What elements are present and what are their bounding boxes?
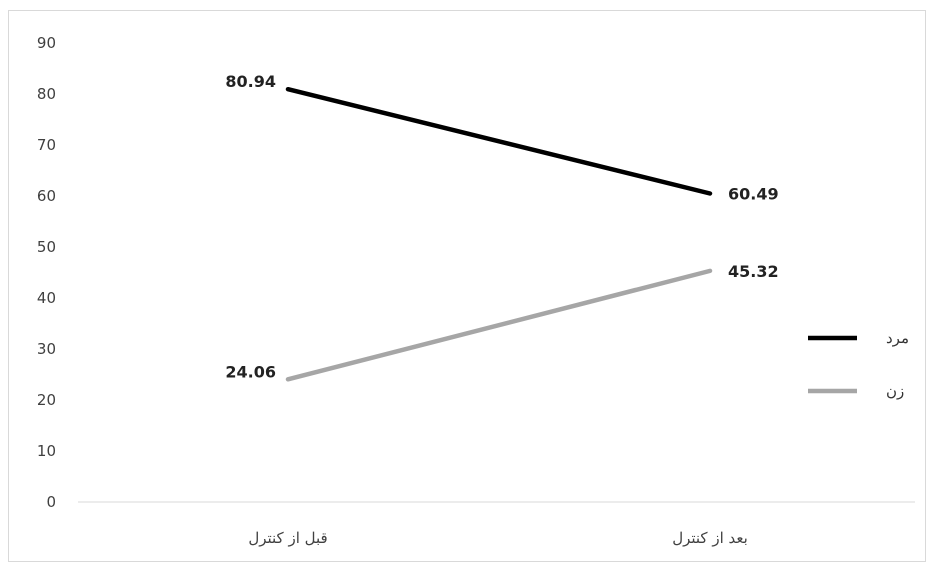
legend-label: مرد bbox=[886, 329, 909, 347]
legend-label: زن bbox=[886, 382, 904, 400]
y-tick-label: 50 bbox=[37, 238, 56, 256]
chart-frame bbox=[8, 10, 926, 562]
y-tick-label: 10 bbox=[37, 442, 56, 460]
x-category-label: قبل از کنترل bbox=[248, 529, 327, 547]
x-axis-categories: قبل از کنترل بعد از کنترل bbox=[248, 529, 747, 547]
y-tick-label: 30 bbox=[37, 340, 56, 358]
y-tick-label: 80 bbox=[37, 85, 56, 103]
y-tick-label: 60 bbox=[37, 187, 56, 205]
data-label: 24.06 bbox=[225, 362, 276, 381]
y-tick-label: 90 bbox=[37, 34, 56, 52]
series-line-1 bbox=[285, 268, 713, 382]
y-tick-label: 40 bbox=[37, 289, 56, 307]
series-line-0 bbox=[285, 86, 713, 196]
y-tick-label: 70 bbox=[37, 136, 56, 154]
data-label: 60.49 bbox=[728, 185, 779, 204]
data-label: 80.94 bbox=[225, 72, 276, 91]
x-category-label: بعد از کنترل bbox=[672, 529, 748, 547]
y-axis-ticks: 0 10 20 30 40 50 60 70 80 90 bbox=[37, 34, 56, 511]
legend: مرد زن bbox=[808, 329, 909, 400]
y-tick-label: 20 bbox=[37, 391, 56, 409]
y-tick-label: 0 bbox=[46, 493, 56, 511]
data-label: 45.32 bbox=[728, 262, 779, 281]
series-group: 80.94 60.49 24.06 45.32 bbox=[225, 72, 779, 382]
